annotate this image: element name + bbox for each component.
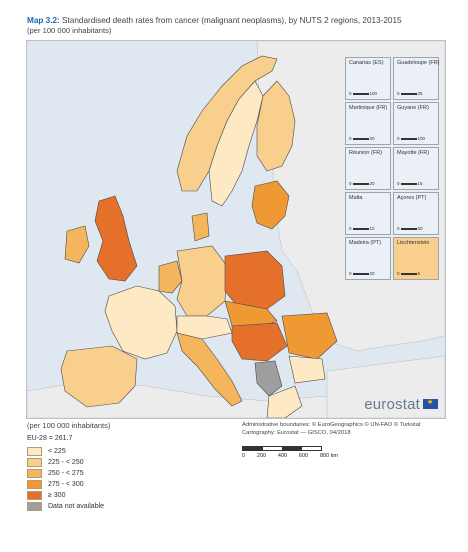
eu-flag-icon <box>423 398 438 409</box>
legend-label: < 225 <box>48 447 66 455</box>
inset-label: Madeira (PT) <box>349 240 382 246</box>
inset-canarias: Canarias (ES) 0 100 <box>345 57 391 100</box>
boundaries-credit: Administrative boundaries: © EuroGeograp… <box>242 422 421 428</box>
legend-item: ≥ 300 <box>27 490 104 501</box>
iberia-region <box>60 345 138 408</box>
finland-region <box>256 80 296 172</box>
inset-label: Açores (PT) <box>397 195 427 201</box>
hungary-croatia-region <box>231 322 288 362</box>
romania-region <box>281 312 338 360</box>
inset-guadeloupe: Guadeloupe (FR) 0 25 <box>393 57 440 100</box>
legend-label: 225 - < 250 <box>48 458 84 466</box>
map-subtitle: (per 100 000 inhabitants) <box>27 26 112 35</box>
cartography-credit: Cartography: Eurostat — GISCO, 04/2018 <box>242 430 351 436</box>
inset-label: Guyane (FR) <box>397 105 429 111</box>
scale-tick: 800 km <box>319 453 338 459</box>
legend-item: Data not available <box>27 501 104 512</box>
legend-swatch <box>27 501 42 511</box>
scale-tick: 400 <box>277 453 288 459</box>
inset-madeira: Madeira (PT) 0 20 <box>345 237 391 280</box>
norway-region <box>176 55 278 192</box>
inset-label: Guadeloupe (FR) <box>397 60 440 66</box>
balkans-no-data <box>254 360 283 397</box>
turkey-region <box>326 355 445 418</box>
scale-bar-graphic <box>242 446 322 451</box>
scale-tick: 0 <box>242 453 246 459</box>
inset-label: Malta <box>349 195 363 201</box>
inset-scale: 0 50 <box>397 226 423 231</box>
united-kingdom-region <box>94 195 138 282</box>
denmark-region <box>191 212 210 242</box>
eurostat-logo: eurostat <box>364 396 438 413</box>
inset-malta: Malta 0 10 <box>345 192 391 235</box>
inset-mayotte: Mayotte (FR) 0 15 <box>393 147 439 190</box>
inset-label: Canarias (ES) <box>349 60 384 66</box>
legend-swatch <box>27 468 42 478</box>
italy-region <box>176 332 243 407</box>
legend-swatch <box>27 490 42 500</box>
legend-item: 225 - < 250 <box>27 457 104 468</box>
sweden-region <box>208 80 264 207</box>
inset-scale: 0 20 <box>349 136 375 141</box>
eu-reference-value: EU-28 = 261.7 <box>27 435 73 442</box>
map-number: Map 3.2: <box>27 16 60 25</box>
legend-item: < 225 <box>27 446 104 457</box>
legend-swatch <box>27 457 42 467</box>
inset-scale: 0 10 <box>349 226 375 231</box>
baltic-states <box>251 180 290 230</box>
inset-scale: 0 20 <box>349 271 375 276</box>
inset-label: Martinique (FR) <box>349 105 388 111</box>
legend-swatch <box>27 479 42 489</box>
inset-scale: 0 15 <box>397 181 423 186</box>
france-region <box>104 285 178 360</box>
legend-item: 275 - < 300 <box>27 479 104 490</box>
legend-label: 275 - < 300 <box>48 480 84 488</box>
inset-acores: Açores (PT) 0 50 <box>393 192 439 235</box>
map-title: Map 3.2: Standardised death rates from c… <box>27 16 402 25</box>
legend-label: Data not available <box>48 502 105 510</box>
inset-reunion: Réunion (FR) 0 20 <box>345 147 391 190</box>
inset-label: Réunion (FR) <box>349 150 383 156</box>
scale-tick: 200 <box>256 453 267 459</box>
map-legend: < 225 225 - < 250 250 - < 275 275 - < 30… <box>27 446 104 512</box>
inset-label: Liechtenstein <box>397 240 430 246</box>
inset-scale: 0 20 <box>349 181 375 186</box>
map-credits: Administrative boundaries: © EuroGeograp… <box>242 421 447 437</box>
benelux-region <box>158 260 183 294</box>
inset-scale: 0 100 <box>349 91 378 96</box>
map-frame: Canarias (ES) 0 100 Martinique (FR) 0 20 R… <box>26 40 446 419</box>
map-title-text: Standardised death rates from cancer (ma… <box>62 16 402 25</box>
poland-region <box>224 250 286 310</box>
legend-item: 250 - < 275 <box>27 468 104 479</box>
bulgaria-region <box>288 355 326 384</box>
unit-note: (per 100 000 inhabitants) <box>27 421 111 430</box>
inset-label: Mayotte (FR) <box>397 150 430 156</box>
scale-bar: 0 200 400 600 800 km <box>242 446 338 459</box>
legend-label: ≥ 300 <box>48 491 66 499</box>
inset-guyane: Guyane (FR) 0 100 <box>393 102 439 145</box>
inset-scale: 0 25 <box>397 91 423 96</box>
inset-scale: 0 100 <box>397 136 426 141</box>
scale-tick: 600 <box>298 453 309 459</box>
legend-swatch <box>27 446 42 456</box>
germany-region <box>176 245 228 317</box>
inset-martinique: Martinique (FR) 0 20 <box>345 102 391 145</box>
scale-bar-ticks: 0 200 400 600 800 km <box>242 453 338 459</box>
greece-region <box>266 385 303 418</box>
legend-label: 250 - < 275 <box>48 469 84 477</box>
ireland-region <box>64 225 90 264</box>
